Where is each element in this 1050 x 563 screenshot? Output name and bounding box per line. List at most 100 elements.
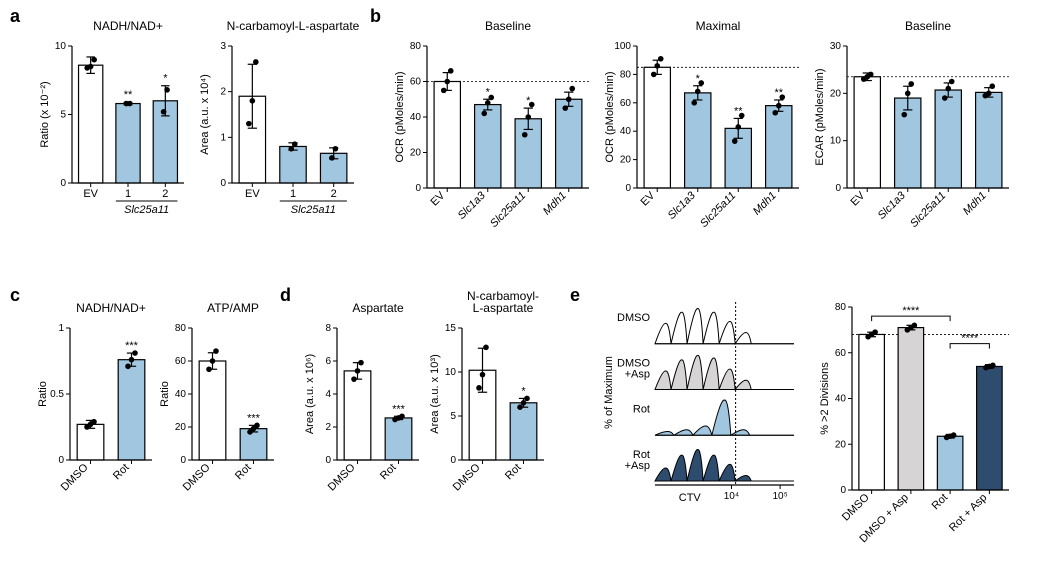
svg-text:Slc25a11: Slc25a11 (698, 190, 738, 230)
svg-text:DMSO: DMSO (451, 461, 483, 493)
panel-d-label: d (280, 285, 291, 306)
svg-text:Rot: Rot (503, 462, 524, 483)
svg-text:8: 8 (325, 323, 331, 334)
svg-text:*: * (696, 73, 701, 85)
svg-text:Slc1a3: Slc1a3 (876, 189, 909, 222)
svg-text:*: * (521, 385, 526, 397)
svg-text:% of Maximum: % of Maximum (603, 356, 615, 429)
svg-text:*: * (486, 86, 491, 98)
svg-text:*: * (526, 95, 531, 107)
svg-text:10: 10 (445, 367, 457, 378)
svg-text:**: ** (774, 87, 783, 99)
svg-text:Rot + Asp: Rot + Asp (947, 492, 989, 534)
svg-text:% >2 Divisions: % >2 Divisions (820, 362, 831, 435)
svg-text:ECAR (pMoles/min): ECAR (pMoles/min) (815, 68, 826, 165)
svg-text:Area (a.u. x 10³): Area (a.u. x 10³) (430, 354, 441, 433)
svg-text:Slc1a3: Slc1a3 (456, 189, 489, 222)
svg-text:20: 20 (175, 422, 187, 433)
svg-text:+Asp: +Asp (625, 369, 650, 381)
svg-text:****: **** (961, 333, 979, 345)
svg-text:Slc25a11: Slc25a11 (291, 204, 336, 216)
svg-text:***: *** (247, 412, 261, 424)
svg-text:0.5: 0.5 (50, 389, 64, 400)
svg-text:Mdh1: Mdh1 (541, 190, 569, 218)
svg-text:5: 5 (60, 110, 66, 121)
svg-text:0: 0 (835, 183, 841, 194)
panel-c-label: c (10, 285, 20, 306)
svg-text:0: 0 (58, 455, 64, 466)
svg-text:+Asp: +Asp (625, 460, 650, 472)
svg-text:Mdh1: Mdh1 (751, 190, 779, 218)
svg-text:Ratio: Ratio (160, 381, 171, 407)
svg-text:*: * (163, 73, 168, 85)
svg-text:2: 2 (325, 422, 331, 433)
svg-text:NADH/NAD+: NADH/NAD+ (76, 301, 146, 315)
svg-text:0: 0 (60, 178, 66, 189)
svg-text:6: 6 (325, 356, 331, 367)
svg-text:2: 2 (162, 188, 168, 200)
svg-text:Ratio (x 10⁻²): Ratio (x 10⁻²) (40, 81, 51, 147)
svg-text:**: ** (124, 89, 133, 101)
svg-text:80: 80 (175, 323, 187, 334)
svg-text:0: 0 (450, 455, 456, 466)
svg-text:40: 40 (835, 394, 847, 405)
svg-text:DMSO: DMSO (59, 461, 91, 493)
svg-text:N-carbamoyl-L-aspartate: N-carbamoyl-L-aspartate (227, 19, 360, 33)
svg-text:10⁴: 10⁴ (724, 491, 739, 502)
svg-text:5: 5 (450, 411, 456, 422)
svg-text:30: 30 (830, 41, 842, 52)
svg-text:Rot: Rot (111, 462, 132, 483)
svg-text:60: 60 (835, 348, 847, 359)
svg-text:EV: EV (83, 188, 98, 200)
svg-text:20: 20 (830, 88, 842, 99)
panel-a-label: a (10, 6, 20, 27)
svg-text:***: *** (125, 340, 139, 352)
svg-text:80: 80 (410, 41, 422, 52)
svg-text:80: 80 (835, 302, 847, 313)
svg-text:100: 100 (614, 41, 631, 52)
svg-text:1: 1 (220, 132, 226, 143)
panel-b-label: b (370, 6, 381, 27)
panel-e-label: e (570, 285, 580, 306)
svg-text:Slc1a3: Slc1a3 (666, 189, 699, 222)
svg-text:OCR (pMoles/min): OCR (pMoles/min) (395, 71, 406, 162)
svg-text:NADH/NAD+: NADH/NAD+ (93, 19, 163, 33)
svg-text:OCR (pMoles/min): OCR (pMoles/min) (605, 71, 616, 162)
svg-text:60: 60 (175, 356, 187, 367)
svg-text:0: 0 (180, 455, 186, 466)
svg-text:EV: EV (245, 188, 260, 200)
svg-text:Baseline: Baseline (905, 19, 951, 33)
svg-text:60: 60 (410, 77, 422, 88)
svg-text:60: 60 (620, 98, 632, 109)
svg-text:1: 1 (58, 323, 64, 334)
svg-text:Rot: Rot (633, 403, 650, 415)
svg-text:1: 1 (290, 188, 296, 200)
svg-text:Rot: Rot (930, 492, 951, 513)
svg-text:2: 2 (331, 188, 337, 200)
svg-text:1: 1 (125, 188, 131, 200)
svg-text:DMSO: DMSO (617, 312, 650, 324)
svg-text:DMSO: DMSO (326, 461, 358, 493)
svg-text:Mdh1: Mdh1 (961, 190, 989, 218)
svg-text:2: 2 (220, 87, 226, 98)
svg-text:EV: EV (639, 189, 658, 208)
svg-text:EV: EV (429, 189, 448, 208)
svg-text:80: 80 (620, 69, 632, 80)
svg-text:ATP/AMP: ATP/AMP (207, 301, 259, 315)
svg-text:10⁵: 10⁵ (772, 491, 787, 502)
svg-text:DMSO: DMSO (840, 491, 872, 523)
svg-text:Slc25a11: Slc25a11 (124, 204, 169, 216)
svg-text:****: **** (902, 305, 920, 317)
svg-text:0: 0 (840, 485, 846, 496)
svg-text:40: 40 (620, 126, 632, 137)
svg-text:20: 20 (410, 148, 422, 159)
svg-text:Rot: Rot (378, 462, 399, 483)
svg-text:Rot: Rot (233, 462, 254, 483)
svg-text:Baseline: Baseline (485, 19, 531, 33)
svg-text:10: 10 (830, 136, 842, 147)
svg-text:0: 0 (325, 455, 331, 466)
svg-text:15: 15 (445, 323, 457, 334)
svg-text:3: 3 (220, 41, 226, 52)
svg-text:Area (a.u. x 10⁶): Area (a.u. x 10⁶) (305, 354, 316, 434)
svg-text:Maximal: Maximal (696, 19, 741, 33)
